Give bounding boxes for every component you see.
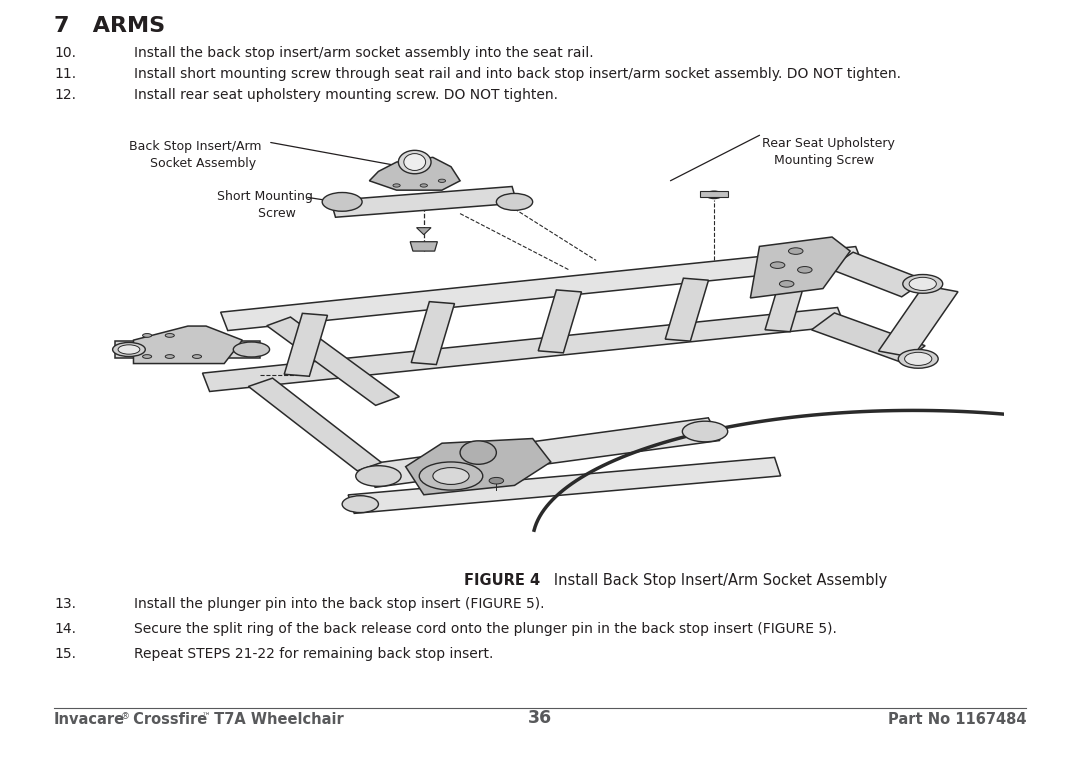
Polygon shape bbox=[364, 418, 720, 488]
Polygon shape bbox=[878, 286, 958, 357]
Ellipse shape bbox=[706, 191, 723, 199]
Polygon shape bbox=[411, 302, 455, 364]
Polygon shape bbox=[248, 378, 381, 471]
Ellipse shape bbox=[118, 344, 139, 354]
Ellipse shape bbox=[899, 350, 939, 368]
Polygon shape bbox=[829, 252, 926, 297]
Text: Part No 1167484: Part No 1167484 bbox=[888, 712, 1026, 727]
Ellipse shape bbox=[788, 248, 804, 255]
Text: Invacare: Invacare bbox=[54, 712, 125, 727]
Text: Repeat STEPS 21-22 for remaining back stop insert.: Repeat STEPS 21-22 for remaining back st… bbox=[134, 647, 494, 661]
Polygon shape bbox=[116, 341, 260, 358]
Ellipse shape bbox=[797, 267, 812, 273]
Text: 12.: 12. bbox=[54, 88, 76, 102]
Ellipse shape bbox=[420, 184, 428, 187]
Polygon shape bbox=[284, 313, 327, 376]
Text: 7   ARMS: 7 ARMS bbox=[54, 16, 165, 36]
Ellipse shape bbox=[433, 468, 469, 485]
Ellipse shape bbox=[143, 354, 151, 358]
Ellipse shape bbox=[404, 154, 426, 171]
Ellipse shape bbox=[355, 466, 401, 486]
Polygon shape bbox=[538, 290, 581, 353]
Polygon shape bbox=[330, 187, 517, 217]
Ellipse shape bbox=[489, 478, 503, 484]
Text: Short Mounting
      Screw: Short Mounting Screw bbox=[217, 190, 313, 220]
Ellipse shape bbox=[165, 354, 174, 358]
Polygon shape bbox=[765, 269, 808, 331]
Ellipse shape bbox=[770, 262, 785, 268]
Ellipse shape bbox=[399, 150, 431, 174]
Ellipse shape bbox=[438, 179, 446, 182]
Text: T7A Wheelchair: T7A Wheelchair bbox=[210, 712, 343, 727]
Text: Crossfire: Crossfire bbox=[129, 712, 207, 727]
Polygon shape bbox=[665, 278, 708, 341]
Polygon shape bbox=[417, 228, 431, 235]
Ellipse shape bbox=[909, 277, 936, 290]
Ellipse shape bbox=[905, 352, 932, 366]
Ellipse shape bbox=[683, 421, 728, 442]
Polygon shape bbox=[220, 247, 863, 331]
Polygon shape bbox=[203, 308, 845, 392]
Text: Back Stop Insert/Arm
    Socket Assembly: Back Stop Insert/Arm Socket Assembly bbox=[129, 140, 261, 170]
Text: 36: 36 bbox=[528, 709, 552, 727]
Polygon shape bbox=[369, 158, 460, 190]
Polygon shape bbox=[348, 457, 781, 514]
Polygon shape bbox=[134, 326, 242, 363]
Text: 15.: 15. bbox=[54, 647, 76, 661]
Ellipse shape bbox=[233, 342, 270, 357]
Text: Install Back Stop Insert/Arm Socket Assembly: Install Back Stop Insert/Arm Socket Asse… bbox=[540, 573, 888, 588]
Ellipse shape bbox=[419, 462, 483, 490]
Text: 14.: 14. bbox=[54, 622, 76, 636]
Ellipse shape bbox=[497, 194, 532, 210]
Text: Install rear seat upholstery mounting screw. DO NOT tighten.: Install rear seat upholstery mounting sc… bbox=[134, 88, 558, 102]
Ellipse shape bbox=[192, 354, 202, 358]
Ellipse shape bbox=[112, 342, 146, 357]
Polygon shape bbox=[751, 237, 850, 298]
Ellipse shape bbox=[143, 334, 151, 338]
Text: ™: ™ bbox=[202, 712, 211, 721]
Polygon shape bbox=[406, 439, 551, 495]
Ellipse shape bbox=[460, 441, 497, 464]
Polygon shape bbox=[701, 191, 728, 197]
Text: 11.: 11. bbox=[54, 67, 76, 81]
Text: Rear Seat Upholstery
   Mounting Screw: Rear Seat Upholstery Mounting Screw bbox=[762, 137, 895, 167]
Text: Secure the split ring of the back release cord onto the plunger pin in the back : Secure the split ring of the back releas… bbox=[134, 622, 837, 636]
Ellipse shape bbox=[780, 280, 794, 287]
Text: Install the back stop insert/arm socket assembly into the seat rail.: Install the back stop insert/arm socket … bbox=[134, 46, 594, 60]
Ellipse shape bbox=[903, 274, 943, 293]
Text: 10.: 10. bbox=[54, 46, 76, 60]
Text: FIGURE 4: FIGURE 4 bbox=[464, 573, 540, 588]
Text: Install short mounting screw through seat rail and into back stop insert/arm soc: Install short mounting screw through sea… bbox=[134, 67, 901, 81]
Polygon shape bbox=[410, 242, 437, 251]
Text: ®: ® bbox=[121, 712, 130, 721]
Ellipse shape bbox=[322, 193, 362, 211]
Ellipse shape bbox=[165, 334, 174, 338]
Polygon shape bbox=[811, 313, 926, 363]
Ellipse shape bbox=[393, 184, 401, 187]
Polygon shape bbox=[267, 317, 400, 405]
Text: 13.: 13. bbox=[54, 597, 76, 611]
Text: Install the plunger pin into the back stop insert (FIGURE 5).: Install the plunger pin into the back st… bbox=[134, 597, 544, 611]
Ellipse shape bbox=[342, 496, 378, 513]
